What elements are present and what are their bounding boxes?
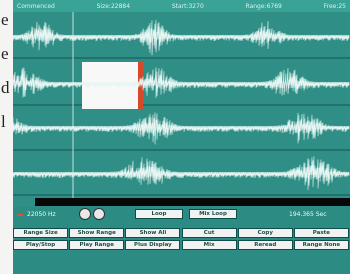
- status-field: Size:22884: [97, 3, 130, 10]
- status-field: Commenced: [17, 3, 55, 10]
- time-display: 194.365 Sec: [289, 211, 327, 218]
- status-field: Start:3270: [172, 3, 204, 10]
- toolbar-button[interactable]: Cut: [182, 228, 237, 238]
- toolbar-button[interactable]: Copy: [238, 228, 293, 238]
- waveform: [13, 156, 349, 190]
- doc-fragment: l: [1, 112, 6, 132]
- scroll-bar[interactable]: [35, 198, 350, 206]
- waveform: [13, 113, 349, 145]
- toolbar-button[interactable]: Range None: [294, 240, 349, 250]
- toolbar-button[interactable]: Mix: [182, 240, 237, 250]
- status-field: Free:25: [324, 3, 346, 10]
- toolbar-button[interactable]: Plus Display: [125, 240, 180, 250]
- toolbar-button[interactable]: Play/Stop: [13, 240, 68, 250]
- waveform: [13, 67, 349, 98]
- toolbar-button[interactable]: Show All: [125, 228, 180, 238]
- indicator: [17, 214, 23, 216]
- mix-loop-button[interactable]: Mix Loop: [189, 209, 237, 219]
- toolbar-button[interactable]: Paste: [294, 228, 349, 238]
- knob[interactable]: [79, 208, 91, 220]
- audio-editor: Commenced Size:22884 Start:3270 Range:6769 F…: [13, 0, 350, 274]
- doc-fragment: d: [1, 78, 10, 98]
- status-field: Range:6769: [246, 3, 282, 10]
- toolbar-button[interactable]: Range Size: [13, 228, 68, 238]
- loop-button[interactable]: Loop: [135, 209, 183, 219]
- toolbar-button[interactable]: Show Range: [69, 228, 124, 238]
- waveform-view[interactable]: [13, 12, 350, 198]
- doc-fragment: e: [1, 10, 9, 30]
- sample-rate: 22050 Hz: [27, 211, 56, 218]
- status-bar: Commenced Size:22884 Start:3270 Range:6769 F…: [13, 0, 350, 12]
- waveform: [13, 20, 349, 55]
- toolbar-button[interactable]: Play Range: [69, 240, 124, 250]
- screen: e e d l Commenced Size:22884 Start:3270 Ran…: [0, 0, 350, 274]
- knob[interactable]: [93, 208, 105, 220]
- doc-fragment: e: [1, 44, 9, 64]
- toolbar-button[interactable]: Reread: [238, 240, 293, 250]
